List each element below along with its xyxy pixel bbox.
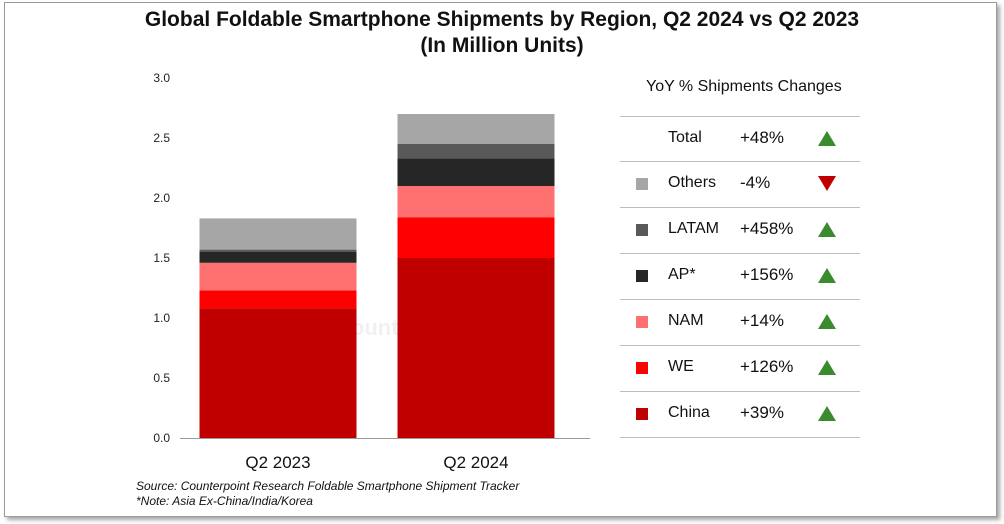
legend-label: Total xyxy=(668,129,702,146)
x-category-label: Q2 2023 xyxy=(245,453,310,472)
legend-swatch xyxy=(636,408,648,420)
legend-swatch xyxy=(636,270,648,282)
triangle-up-icon xyxy=(818,222,836,237)
bar-segment-china xyxy=(199,308,357,438)
legend-change-value: +156% xyxy=(740,265,794,284)
footnote-line: *Note: Asia Ex-China/India/Korea xyxy=(136,494,313,508)
bar-segment-ap xyxy=(199,252,357,263)
legend-title: YoY % Shipments Changes xyxy=(646,78,842,95)
bar-segment-we xyxy=(199,290,357,309)
legend-swatch xyxy=(636,178,648,190)
triangle-up-icon xyxy=(818,360,836,375)
legend-swatch xyxy=(636,224,648,236)
source-note: Source: Counterpoint Research Foldable S… xyxy=(136,479,519,509)
title-line-2: (In Million Units) xyxy=(420,34,584,57)
chart-title: Global Foldable Smartphone Shipments by … xyxy=(0,7,1004,59)
legend-label: China xyxy=(668,404,710,421)
y-tick-label: 1.5 xyxy=(153,251,170,265)
bar-segment-others xyxy=(199,218,357,250)
legend-row-nam: NAM +14% xyxy=(620,300,860,346)
legend-row-china: China +39% xyxy=(620,392,860,438)
y-tick-label: 0.5 xyxy=(153,371,170,385)
title-line-1: Global Foldable Smartphone Shipments by … xyxy=(144,8,860,31)
y-tick-label: 0.0 xyxy=(153,431,170,445)
legend-swatch xyxy=(636,362,648,374)
x-category-label: Q2 2024 xyxy=(443,453,508,472)
bar-segment-china xyxy=(397,258,555,438)
legend-change-value: +458% xyxy=(740,219,794,238)
legend-row-others: Others -4% xyxy=(620,162,860,208)
bar-segment-latam xyxy=(199,249,357,252)
legend-swatch xyxy=(636,316,648,328)
triangle-up-icon xyxy=(818,268,836,283)
bar-segment-latam xyxy=(397,144,555,159)
legend-change-value: +126% xyxy=(740,357,794,376)
bar-segment-ap xyxy=(397,158,555,186)
y-tick-label: 1.0 xyxy=(153,311,170,325)
legend-label: WE xyxy=(668,358,694,375)
legend-row-total: Total +48% xyxy=(620,116,860,162)
y-tick-label: 2.0 xyxy=(153,191,170,205)
bar-segment-we xyxy=(397,217,555,258)
legend-label: LATAM xyxy=(668,220,719,237)
legend-row-ap: AP* +156% xyxy=(620,254,860,300)
triangle-up-icon xyxy=(818,314,836,329)
y-tick-label: 3.0 xyxy=(153,71,170,85)
bar-segment-nam xyxy=(397,186,555,218)
y-tick-label: 2.5 xyxy=(153,131,170,145)
triangle-down-icon xyxy=(818,176,836,191)
bar-segment-others xyxy=(397,114,555,144)
bar-segment-nam xyxy=(199,262,357,291)
triangle-up-icon xyxy=(818,406,836,421)
legend-change-value: -4% xyxy=(740,173,771,192)
legend-change-value: +14% xyxy=(740,311,784,330)
triangle-up-icon xyxy=(818,131,836,146)
legend-label: Others xyxy=(668,174,717,191)
legend-label: AP* xyxy=(668,266,696,283)
legend-change-value: +48% xyxy=(740,128,784,147)
legend-row-latam: LATAM +458% xyxy=(620,208,860,254)
source-line: Source: Counterpoint Research Foldable S… xyxy=(136,479,520,493)
legend-change-value: +39% xyxy=(740,403,784,422)
legend-label: NAM xyxy=(668,312,704,329)
legend-row-we: WE +126% xyxy=(620,346,860,392)
